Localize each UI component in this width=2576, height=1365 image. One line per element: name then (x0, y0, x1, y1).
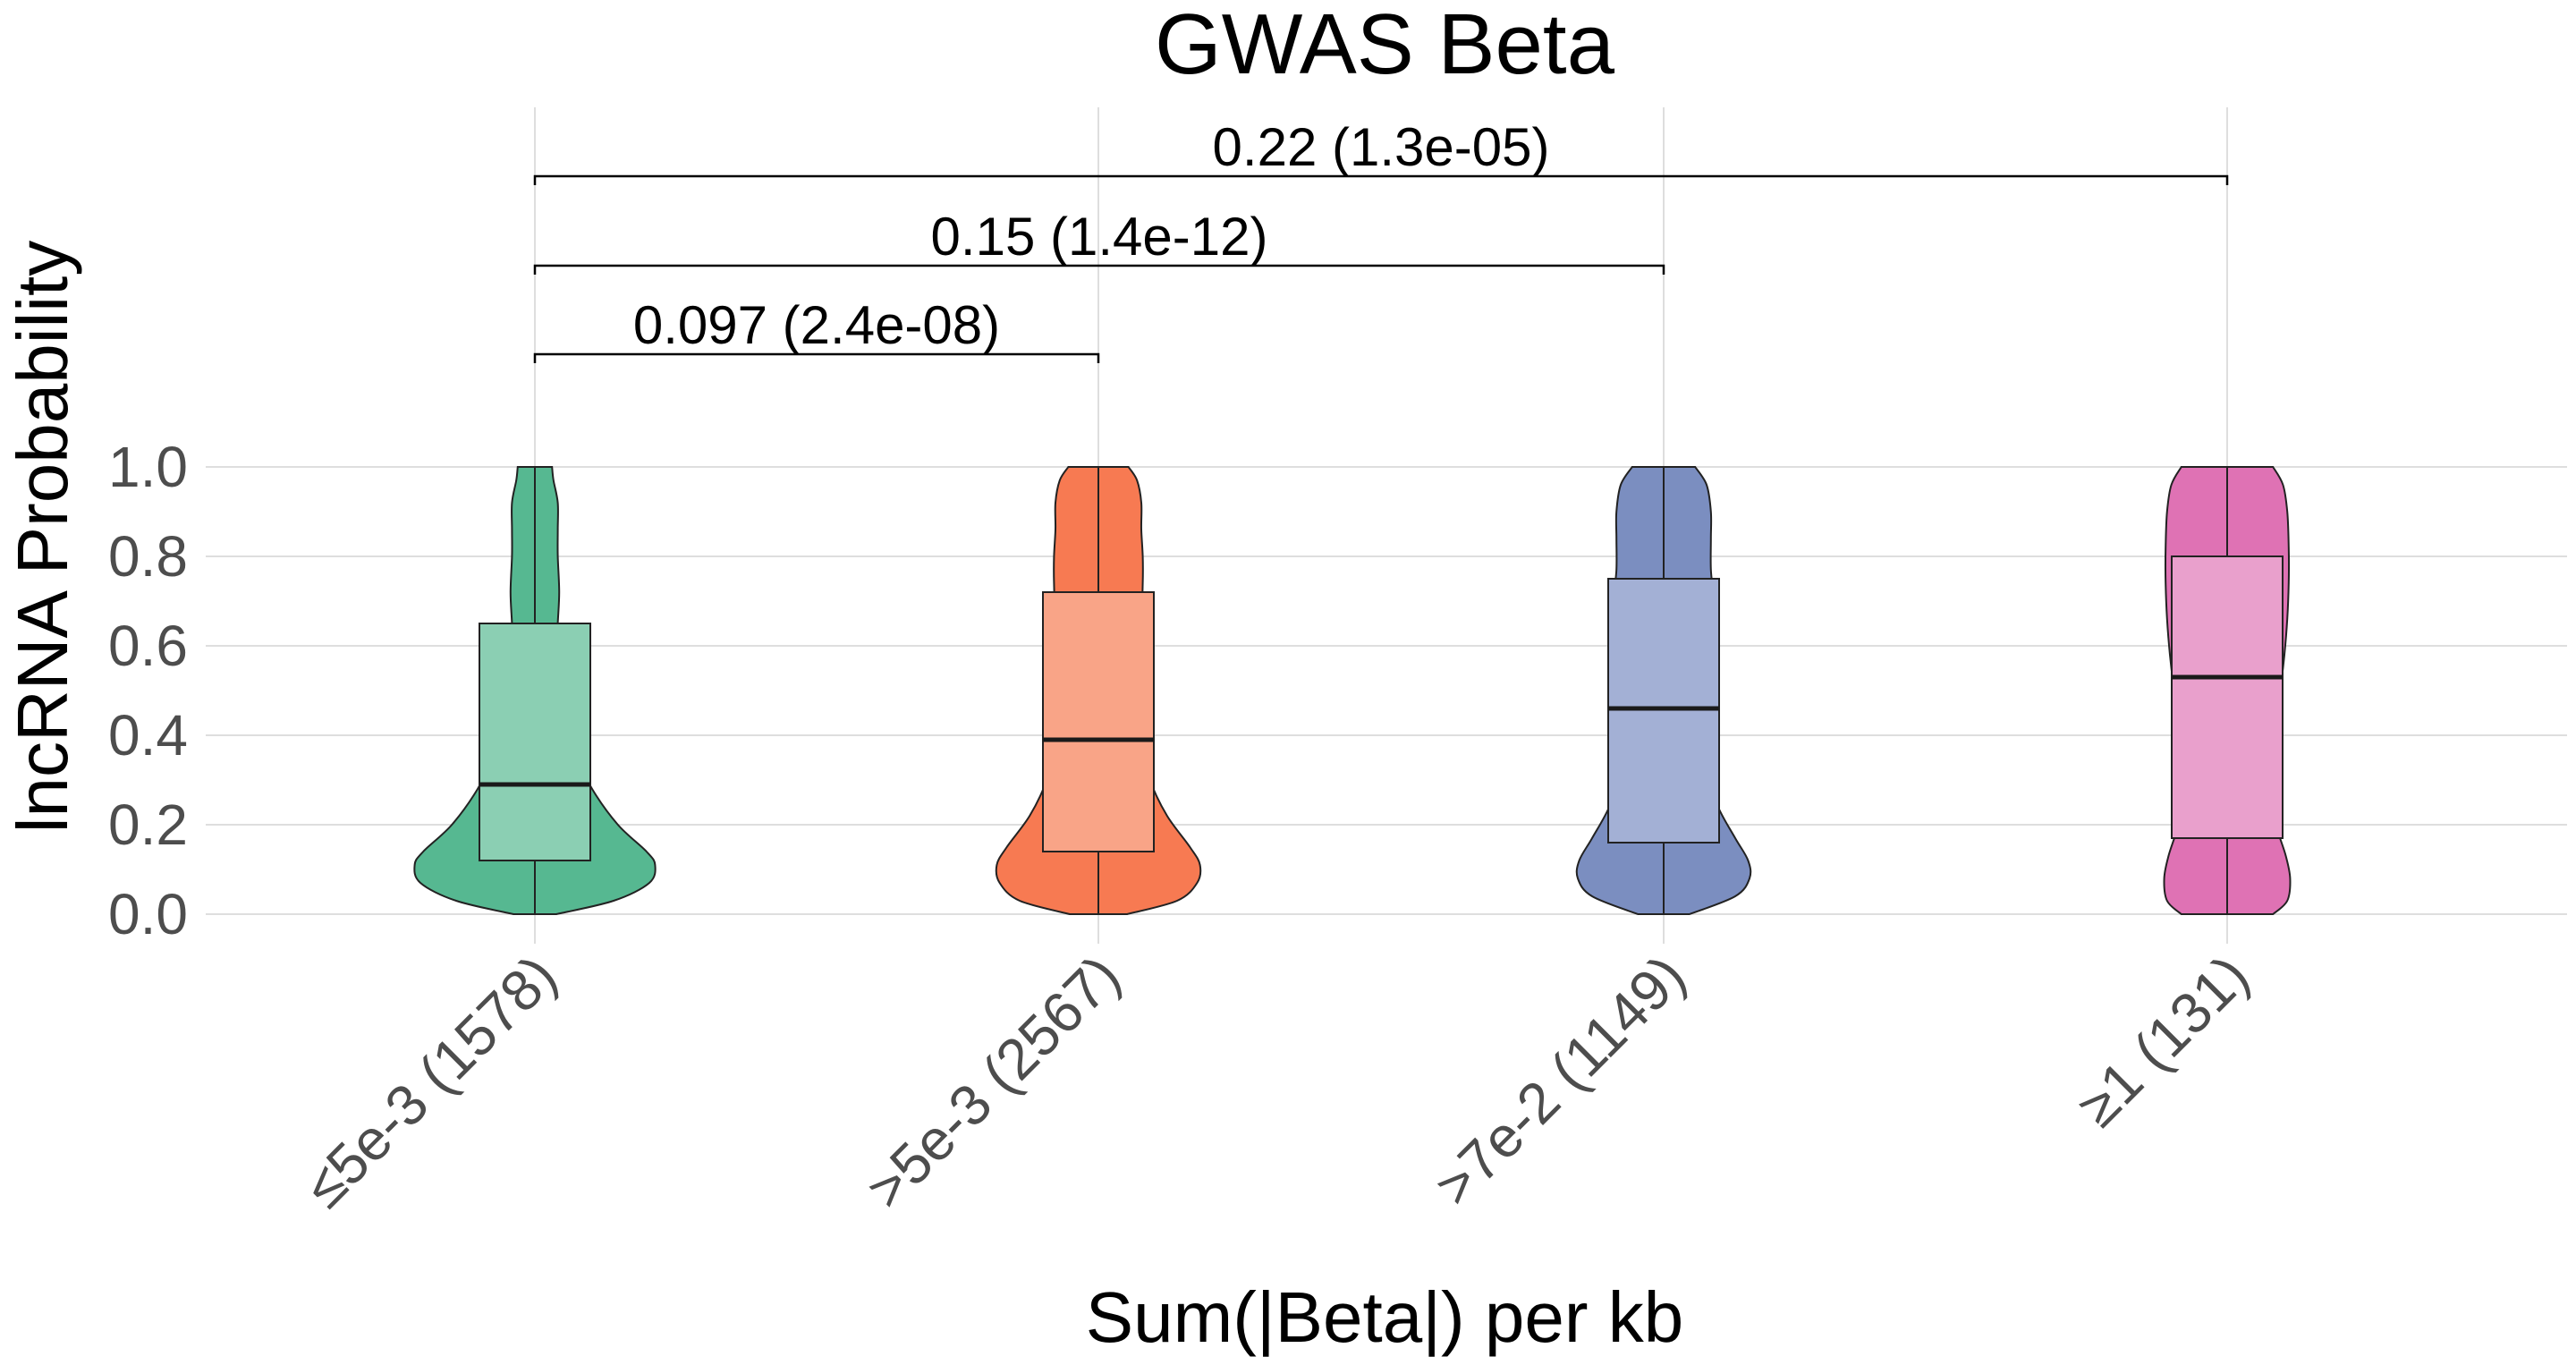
x-axis-title: Sum(|Beta|) per kb (1086, 1277, 1683, 1357)
violin-group (2163, 466, 2292, 915)
y-tick-label: 0.2 (108, 793, 188, 857)
x-tick-labels: ≤5e-3 (1578) >5e-3 (2567) >7e-2 (1149) ≥1 (… (292, 943, 2261, 1221)
chart-title: GWAS Beta (1155, 0, 1615, 92)
comparison-brackets: 0.097 (2.4e-08) 0.15 (1.4e-12) 0.22 (1.3e-… (533, 117, 2229, 363)
y-tick-label: 1.0 (108, 435, 188, 499)
x-tick-label: >5e-3 (2567) (854, 943, 1132, 1221)
bracket-label: 0.15 (1.4e-12) (931, 207, 1268, 267)
comparison-bracket: 0.15 (1.4e-12) (533, 207, 1665, 275)
bracket-label: 0.097 (2.4e-08) (633, 295, 1000, 355)
bracket-line (533, 352, 1100, 363)
violin-group (1575, 466, 1752, 915)
violin-group (995, 466, 1202, 915)
y-axis-title: lncRNA Probability (3, 241, 82, 834)
box-iqr (479, 623, 591, 861)
x-tick-label: ≥1 (131) (2065, 943, 2261, 1139)
bracket-line (533, 174, 2229, 185)
y-tick-label: 0.0 (108, 882, 188, 946)
box-iqr (2171, 555, 2284, 839)
y-tick-label: 0.4 (108, 703, 188, 767)
y-tick-labels: 0.0 0.2 0.4 0.6 0.8 1.0 (108, 435, 188, 946)
y-tick-label: 0.6 (108, 614, 188, 678)
bracket-line (533, 264, 1665, 275)
violins (413, 466, 2292, 915)
x-tick-label: >7e-2 (1149) (1422, 943, 1698, 1218)
y-tick-label: 0.8 (108, 524, 188, 589)
comparison-bracket: 0.097 (2.4e-08) (533, 295, 1100, 363)
violin-group (413, 466, 657, 915)
box-iqr (1042, 591, 1155, 852)
x-tick-label: ≤5e-3 (1578) (292, 943, 569, 1220)
bracket-label: 0.22 (1.3e-05) (1213, 117, 1550, 177)
comparison-bracket: 0.22 (1.3e-05) (533, 117, 2229, 185)
